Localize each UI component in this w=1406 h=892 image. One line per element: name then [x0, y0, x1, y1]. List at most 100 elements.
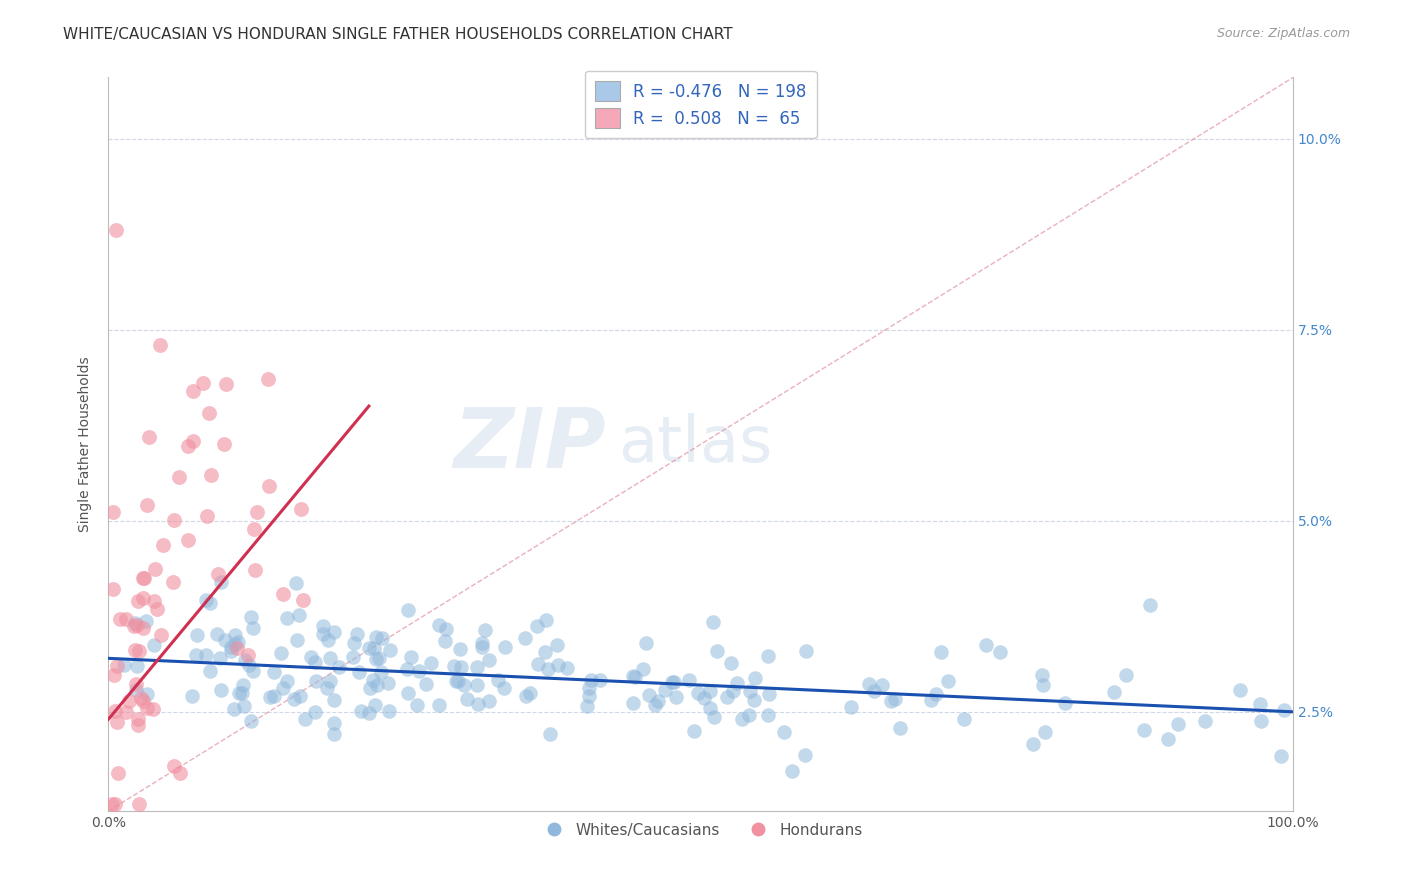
Point	[692, 691, 714, 706]
Point	[125, 682, 148, 697]
Point	[228, 685, 250, 699]
Point	[706, 644, 728, 658]
Point	[929, 645, 952, 659]
Point	[181, 384, 204, 399]
Point	[773, 724, 796, 739]
Point	[294, 712, 316, 726]
Point	[132, 571, 155, 585]
Point	[240, 609, 263, 624]
Point	[103, 505, 125, 519]
Point	[142, 702, 165, 716]
Point	[257, 478, 280, 492]
Point	[433, 633, 456, 648]
Point	[1033, 725, 1056, 739]
Point	[214, 633, 236, 648]
Point	[118, 694, 141, 708]
Y-axis label: Single Father Households: Single Father Households	[79, 357, 93, 533]
Point	[236, 648, 259, 662]
Point	[198, 596, 221, 610]
Point	[377, 676, 399, 690]
Point	[181, 689, 204, 703]
Point	[631, 662, 654, 676]
Point	[186, 648, 208, 662]
Point	[138, 430, 160, 444]
Point	[215, 376, 238, 391]
Point	[396, 662, 419, 676]
Point	[624, 670, 647, 684]
Text: Source: ZipAtlas.com: Source: ZipAtlas.com	[1216, 27, 1350, 40]
Point	[883, 691, 905, 706]
Point	[515, 689, 537, 703]
Point	[146, 602, 169, 616]
Point	[363, 698, 385, 712]
Point	[263, 689, 285, 703]
Point	[703, 710, 725, 724]
Point	[195, 648, 218, 663]
Point	[366, 678, 388, 692]
Point	[738, 708, 761, 723]
Text: atlas: atlas	[617, 413, 772, 475]
Point	[152, 538, 174, 552]
Point	[363, 640, 385, 655]
Point	[1032, 678, 1054, 692]
Point	[889, 721, 911, 735]
Point	[880, 694, 903, 708]
Point	[664, 675, 686, 690]
Point	[420, 656, 443, 670]
Point	[127, 617, 149, 632]
Point	[467, 698, 489, 712]
Point	[323, 726, 346, 740]
Point	[136, 687, 159, 701]
Point	[149, 338, 172, 352]
Point	[323, 625, 346, 640]
Point	[953, 712, 976, 726]
Point	[207, 627, 229, 641]
Point	[104, 797, 127, 811]
Legend: Whites/Caucasians, Hondurans: Whites/Caucasians, Hondurans	[533, 817, 869, 844]
Point	[132, 571, 155, 585]
Point	[661, 674, 683, 689]
Point	[477, 694, 499, 708]
Point	[492, 681, 515, 695]
Point	[780, 764, 803, 778]
Point	[471, 640, 494, 654]
Point	[143, 562, 166, 576]
Point	[246, 506, 269, 520]
Point	[576, 699, 599, 714]
Point	[239, 714, 262, 728]
Point	[427, 618, 450, 632]
Point	[305, 674, 328, 689]
Point	[465, 678, 488, 692]
Point	[936, 674, 959, 689]
Point	[465, 660, 488, 674]
Point	[124, 615, 146, 630]
Point	[647, 694, 669, 708]
Point	[725, 676, 748, 690]
Point	[638, 688, 661, 702]
Point	[925, 687, 948, 701]
Point	[100, 797, 122, 811]
Point	[233, 699, 256, 714]
Point	[453, 678, 475, 692]
Point	[357, 706, 380, 720]
Point	[359, 681, 381, 695]
Point	[242, 621, 264, 635]
Point	[436, 622, 458, 636]
Point	[533, 645, 555, 659]
Point	[129, 690, 152, 705]
Point	[863, 683, 886, 698]
Point	[319, 674, 342, 689]
Point	[370, 632, 392, 646]
Point	[259, 690, 281, 704]
Point	[446, 674, 468, 689]
Point	[273, 586, 295, 600]
Point	[177, 439, 200, 453]
Point	[1133, 723, 1156, 737]
Point	[191, 376, 214, 391]
Point	[243, 563, 266, 577]
Point	[634, 636, 657, 650]
Point	[238, 658, 260, 673]
Point	[103, 668, 125, 682]
Point	[132, 694, 155, 708]
Point	[132, 621, 155, 635]
